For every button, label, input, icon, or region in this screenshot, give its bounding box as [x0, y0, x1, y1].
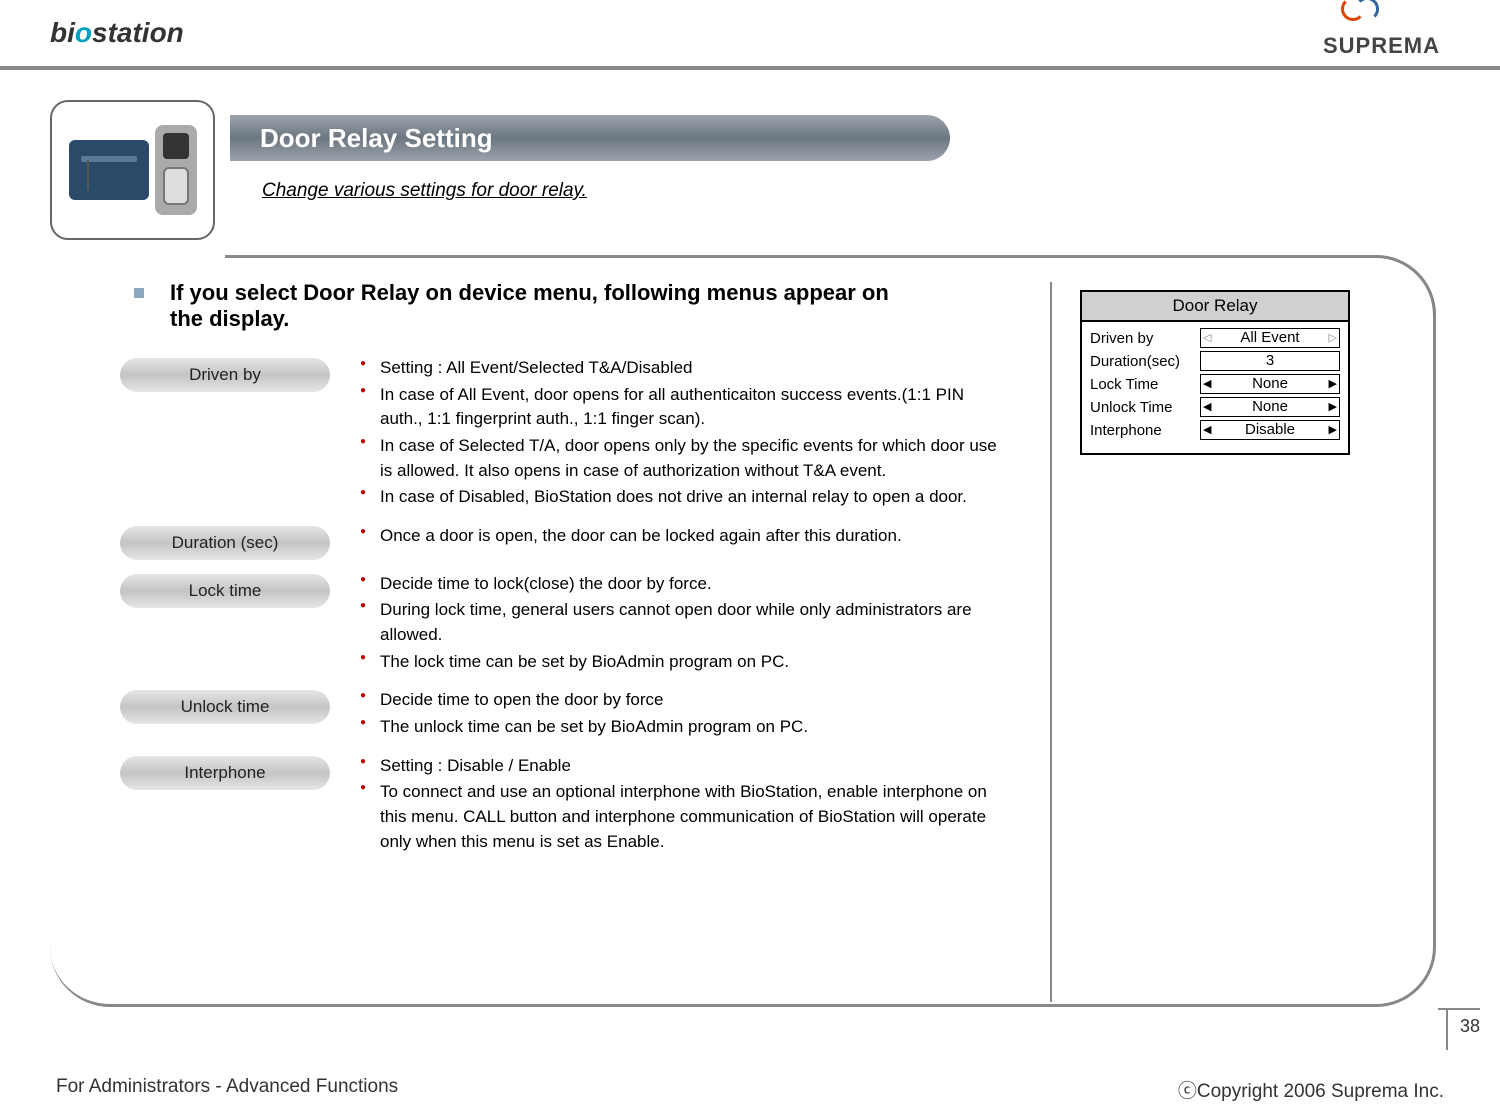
brand-left-logo: biostation — [50, 17, 184, 49]
brand-text-prefix: bi — [50, 17, 75, 48]
header-bar: biostation SUPREMA — [0, 0, 1500, 70]
section-row: Interphone Setting : Disable / EnableTo c… — [120, 754, 1390, 857]
section-list-item: Setting : Disable / Enable — [360, 754, 1000, 779]
section-list-item: The lock time can be set by BioAdmin pro… — [360, 650, 1000, 675]
arrow-right-icon: ▶ — [1329, 421, 1337, 439]
section-list-item: During lock time, general users cannot o… — [360, 598, 1000, 647]
arrow-right-icon: ▶ — [1329, 398, 1337, 416]
arrow-left-icon: ◀ — [1203, 421, 1211, 439]
lcd-value-text: None — [1252, 375, 1288, 392]
square-bullet-icon — [134, 288, 144, 298]
lcd-row-label: Driven by — [1090, 330, 1153, 347]
device-thumbnail — [50, 100, 215, 240]
section-row: Duration (sec) Once a door is open, the d… — [120, 524, 1390, 560]
section-list: Decide time to lock(close) the door by f… — [360, 572, 1000, 677]
section-chip: Driven by — [120, 358, 330, 392]
device-keypad-icon — [87, 160, 89, 190]
lcd-row: Unlock Time ◀ None ▶ — [1090, 397, 1340, 417]
section-list-item: The unlock time can be set by BioAdmin p… — [360, 715, 808, 740]
section-list: Once a door is open, the door can be loc… — [360, 524, 902, 560]
brand-text-suffix: station — [92, 17, 184, 48]
page-title-pill: Door Relay Setting — [230, 115, 950, 161]
lcd-row: Duration(sec) 3 — [1090, 351, 1340, 371]
footer-left: For Administrators - Advanced Functions — [56, 1076, 398, 1103]
lcd-row-value: 3 — [1200, 351, 1340, 371]
section-list-item: To connect and use an optional interphon… — [360, 780, 1000, 854]
footer: For Administrators - Advanced Functions … — [0, 1076, 1500, 1103]
section-list: Setting : Disable / EnableTo connect and… — [360, 754, 1000, 857]
lcd-row-label: Lock Time — [1090, 376, 1158, 393]
brand-right-logo: SUPREMA — [1323, 7, 1440, 59]
lcd-row-label: Unlock Time — [1090, 399, 1173, 416]
section-list-item: Setting : All Event/Selected T&A/Disable… — [360, 356, 1000, 381]
section-chip: Lock time — [120, 574, 330, 608]
lcd-row-value: ◀ None ▶ — [1200, 374, 1340, 394]
arrow-left-icon: ◁ — [1203, 329, 1211, 347]
section-chip: Unlock time — [120, 690, 330, 724]
lcd-row: Interphone ◀ Disable ▶ — [1090, 420, 1340, 440]
arrow-left-icon: ◀ — [1203, 398, 1211, 416]
section-list-item: In case of Selected T/A, door opens only… — [360, 434, 1000, 483]
section-list-item: Decide time to lock(close) the door by f… — [360, 572, 1000, 597]
infinity-icon — [1341, 0, 1377, 15]
lcd-body: Driven by ◁ All Event ▷ Duration(sec) 3 Lock T… — [1082, 322, 1348, 453]
lead-text: If you select Door Relay on device menu,… — [170, 280, 910, 332]
lcd-title: Door Relay — [1082, 292, 1348, 322]
section-list: Decide time to open the door by forceThe… — [360, 688, 808, 741]
section-row: Lock time Decide time to lock(close) the … — [120, 572, 1390, 677]
section-row: Unlock time Decide time to open the door … — [120, 688, 1390, 741]
arrow-left-icon: ◀ — [1203, 375, 1211, 393]
section-list-item: Decide time to open the door by force — [360, 688, 808, 713]
section-chip: Interphone — [120, 756, 330, 790]
lcd-row: Driven by ◁ All Event ▷ — [1090, 328, 1340, 348]
section-list: Setting : All Event/Selected T&A/Disable… — [360, 356, 1000, 512]
lcd-row: Lock Time ◀ None ▶ — [1090, 374, 1340, 394]
lcd-row-value: ◀ Disable ▶ — [1200, 420, 1340, 440]
page-subtitle: Change various settings for door relay. — [262, 180, 587, 202]
device-screen-icon — [69, 140, 149, 200]
lcd-row-value: ◀ None ▶ — [1200, 397, 1340, 417]
lcd-value-text: All Event — [1240, 329, 1299, 346]
footer-right: ⓒCopyright 2006 Suprema Inc. — [1178, 1076, 1444, 1103]
page-number: 38 — [1446, 1010, 1480, 1050]
section-list-item: Once a door is open, the door can be loc… — [360, 524, 902, 549]
lcd-row-label: Duration(sec) — [1090, 353, 1180, 370]
section-list-item: In case of Disabled, BioStation does not… — [360, 485, 1000, 510]
brand-right-text: SUPREMA — [1323, 33, 1440, 58]
arrow-right-icon: ▶ — [1329, 375, 1337, 393]
section-chip: Duration (sec) — [120, 526, 330, 560]
lcd-row-label: Interphone — [1090, 422, 1162, 439]
brand-text-mid: o — [75, 17, 92, 48]
arrow-right-icon: ▷ — [1329, 329, 1337, 347]
lcd-value-text: None — [1252, 398, 1288, 415]
lcd-value-text: Disable — [1245, 421, 1295, 438]
section-list-item: In case of All Event, door opens for all… — [360, 383, 1000, 432]
lcd-row-value: ◁ All Event ▷ — [1200, 328, 1340, 348]
device-sensor-icon — [155, 125, 197, 215]
vertical-divider — [1050, 282, 1052, 1002]
lcd-panel: Door Relay Driven by ◁ All Event ▷ Duration(… — [1080, 290, 1350, 455]
